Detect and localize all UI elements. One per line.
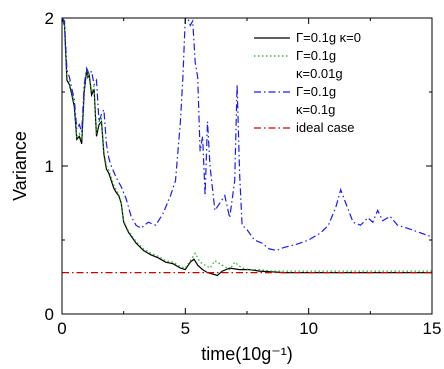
y-tick-label: 0: [45, 305, 54, 324]
x-tick-label: 10: [299, 319, 318, 338]
legend-label-2: κ=0.01g: [296, 66, 343, 81]
y-tick-label: 2: [45, 9, 54, 28]
legend-label-3: Γ=0.1g: [296, 84, 336, 99]
legend-label-4: ideal case: [296, 120, 355, 135]
tick-layer: 0 5 10 15 0 1 2: [45, 9, 442, 338]
legend-label-1: Γ=0.1g κ=0: [296, 30, 361, 45]
series-line-3: [62, 18, 432, 252]
x-axis-label: time(10g⁻¹): [201, 344, 293, 364]
y-axis-label: Variance: [10, 131, 30, 201]
x-tick-label: 15: [423, 319, 442, 338]
legend: Γ=0.1g κ=0 Γ=0.1g κ=0.01g Γ=0.1g κ=0.1g ideal…: [254, 30, 361, 135]
legend-label-2: Γ=0.1g: [296, 48, 336, 63]
series-line-1: [62, 18, 432, 277]
x-tick-label: 0: [57, 319, 66, 338]
y-tick-label: 1: [45, 157, 54, 176]
series-line-2: [62, 18, 432, 272]
x-tick-label: 5: [181, 319, 190, 338]
legend-label-3: κ=0.1g: [296, 102, 335, 117]
series-layer: [62, 18, 432, 277]
